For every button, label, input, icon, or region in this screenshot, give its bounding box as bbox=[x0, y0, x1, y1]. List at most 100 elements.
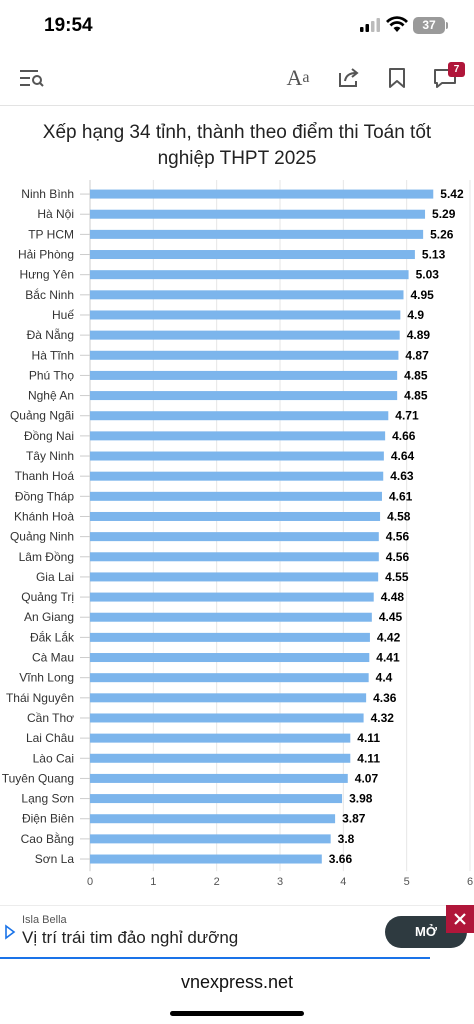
category-label: Hà Tĩnh bbox=[32, 348, 74, 362]
data-label: 3.87 bbox=[342, 812, 366, 826]
data-label: 4.85 bbox=[404, 389, 428, 403]
bar bbox=[90, 834, 331, 844]
x-tick-label: 3 bbox=[277, 876, 283, 888]
bar bbox=[90, 693, 367, 703]
chart-title: Xếp hạng 34 tỉnh, thành theo điểm thi To… bbox=[14, 120, 460, 172]
category-label: Huế bbox=[52, 308, 74, 322]
battery-icon: 37 bbox=[413, 17, 445, 34]
category-label: Đồng Tháp bbox=[15, 489, 74, 503]
data-label: 4.9 bbox=[407, 308, 424, 322]
bar bbox=[90, 653, 370, 663]
data-label: 4.89 bbox=[407, 328, 431, 342]
category-label: Đà Nẵng bbox=[27, 327, 74, 342]
category-label: Khánh Hoà bbox=[14, 509, 74, 523]
bar bbox=[90, 370, 398, 380]
category-label: Ninh Bình bbox=[21, 187, 74, 201]
chart-title-line-1: Xếp hạng 34 tỉnh, thành theo điểm thi To… bbox=[42, 122, 432, 143]
bar bbox=[90, 330, 400, 340]
data-label: 5.29 bbox=[432, 207, 456, 221]
ad-brand: Isla Bella bbox=[22, 914, 67, 926]
bar bbox=[90, 632, 370, 642]
data-label: 4.58 bbox=[387, 509, 411, 523]
category-label: Quảng Trị bbox=[21, 590, 74, 604]
bar bbox=[90, 814, 336, 824]
share-icon[interactable] bbox=[333, 62, 365, 94]
data-label: 4.45 bbox=[379, 610, 403, 624]
category-label: Hưng Yên bbox=[19, 268, 74, 282]
category-label: Tây Ninh bbox=[26, 449, 74, 463]
bar bbox=[90, 612, 372, 622]
category-label: Lai Châu bbox=[26, 731, 74, 745]
data-label: 3.98 bbox=[349, 792, 373, 806]
x-tick-label: 0 bbox=[87, 876, 93, 888]
category-label: An Giang bbox=[24, 610, 74, 624]
menu-search-icon[interactable] bbox=[16, 62, 48, 94]
data-label: 4.48 bbox=[381, 590, 405, 604]
data-label: 4.36 bbox=[373, 691, 397, 705]
page-url[interactable]: vnexpress.net bbox=[180, 972, 294, 992]
category-label: TP HCM bbox=[28, 227, 74, 241]
category-label: Cao Bằng bbox=[21, 831, 74, 846]
ad-headline[interactable]: Vị trí trái tim đảo nghỉ dưỡng bbox=[22, 928, 239, 947]
data-label: 4.41 bbox=[376, 651, 400, 665]
close-icon bbox=[454, 913, 466, 925]
cellular-signal-icon bbox=[360, 18, 380, 32]
bar bbox=[90, 310, 401, 320]
category-label: Gia Lai bbox=[36, 570, 74, 584]
font-size-big: A bbox=[286, 65, 303, 90]
data-label: 4.55 bbox=[385, 570, 409, 584]
x-tick-label: 1 bbox=[150, 876, 156, 888]
ad-close-button[interactable] bbox=[446, 905, 474, 933]
category-label: Đồng Nai bbox=[24, 429, 74, 443]
bar bbox=[90, 451, 384, 461]
bar bbox=[90, 773, 348, 783]
bar bbox=[90, 209, 426, 219]
bar bbox=[90, 572, 379, 582]
bar bbox=[90, 391, 398, 401]
category-label: Đắk Lắk bbox=[30, 629, 75, 644]
bar bbox=[90, 713, 364, 723]
bar bbox=[90, 350, 399, 360]
category-label: Phú Thọ bbox=[29, 368, 74, 382]
data-label: 5.26 bbox=[430, 227, 454, 241]
category-label: Thái Nguyên bbox=[6, 691, 74, 705]
data-label: 4.64 bbox=[391, 449, 415, 463]
category-label: Cà Mau bbox=[32, 651, 74, 665]
x-tick-label: 5 bbox=[404, 876, 410, 888]
data-label: 5.13 bbox=[422, 248, 446, 262]
adchoices-icon[interactable] bbox=[4, 924, 16, 942]
bar-chart: Ninh Bình 5.42 Hà Nội 5.29 TP HCM 5.26 Hải Phò… bbox=[2, 180, 473, 888]
bar bbox=[90, 592, 374, 602]
category-label: Vĩnh Long bbox=[19, 671, 74, 685]
data-label: 3.8 bbox=[338, 832, 355, 846]
bar bbox=[90, 471, 384, 481]
bar bbox=[90, 270, 409, 280]
data-label: 4.56 bbox=[386, 530, 410, 544]
category-label: Nghệ An bbox=[28, 389, 74, 403]
bar bbox=[90, 511, 381, 521]
data-label: 4.32 bbox=[371, 711, 395, 725]
data-label: 4.56 bbox=[386, 550, 410, 564]
bar bbox=[90, 411, 389, 421]
bar bbox=[90, 794, 343, 804]
category-label: Quảng Ninh bbox=[10, 530, 74, 544]
bar bbox=[90, 431, 386, 441]
data-label: 3.66 bbox=[329, 852, 353, 866]
battery-tip bbox=[446, 22, 448, 29]
home-indicator[interactable] bbox=[170, 1011, 304, 1016]
data-label: 4.63 bbox=[390, 469, 414, 483]
data-label: 4.66 bbox=[392, 429, 416, 443]
ad-banner[interactable]: Isla Bella Vị trí trái tim đảo nghỉ dưỡn… bbox=[0, 905, 474, 959]
bar bbox=[90, 733, 351, 743]
data-label: 4.87 bbox=[405, 348, 429, 362]
bar bbox=[90, 854, 322, 864]
category-label: Cần Thơ bbox=[27, 711, 74, 725]
data-label: 4.42 bbox=[377, 630, 401, 644]
bookmark-icon[interactable] bbox=[381, 62, 413, 94]
bar bbox=[90, 229, 424, 239]
data-label: 4.11 bbox=[357, 751, 380, 765]
category-label: Sơn La bbox=[35, 852, 75, 866]
data-label: 5.03 bbox=[416, 268, 440, 282]
